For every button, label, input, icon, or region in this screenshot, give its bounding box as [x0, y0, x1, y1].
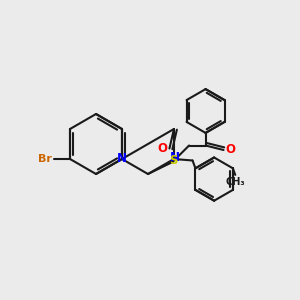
Text: CH₃: CH₃ — [225, 176, 245, 187]
Text: Br: Br — [38, 154, 52, 164]
Text: N: N — [117, 152, 127, 165]
Text: O: O — [225, 143, 235, 156]
Text: O: O — [158, 142, 168, 155]
Text: N: N — [169, 151, 179, 164]
Text: S: S — [169, 154, 177, 167]
